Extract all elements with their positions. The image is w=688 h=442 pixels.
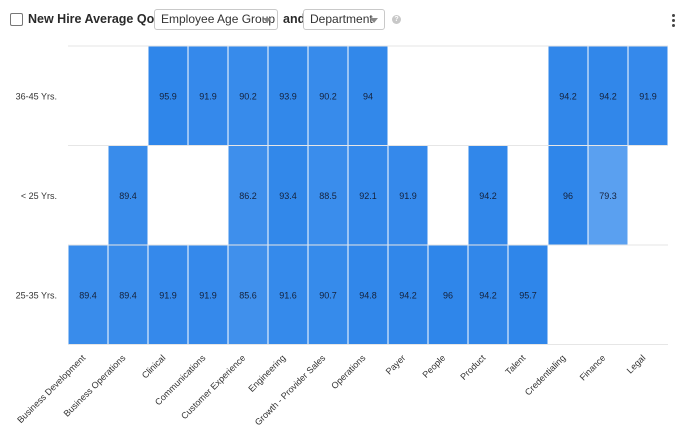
- cell-value-label: 91.9: [159, 290, 177, 300]
- y-tick-label: 25-35 Yrs.: [16, 290, 57, 300]
- x-tick-label: Talent: [503, 353, 527, 377]
- heatmap-cell[interactable]: [588, 46, 628, 146]
- heatmap-cell[interactable]: [428, 245, 468, 345]
- chevron-down-icon: [370, 18, 378, 23]
- heatmap-cell[interactable]: [108, 146, 148, 245]
- heatmap-cell[interactable]: [348, 46, 388, 146]
- group-by-value: Employee Age Group: [161, 12, 276, 26]
- cell-value-label: 79.3: [599, 191, 617, 201]
- heatmap-cell[interactable]: [228, 245, 268, 345]
- chart-title: New Hire Average QoH by: [28, 12, 182, 26]
- cell-value-label: 89.4: [119, 191, 137, 201]
- heatmap-cell[interactable]: [268, 146, 308, 245]
- cell-value-label: 94.8: [359, 290, 377, 300]
- cell-value-label: 94.2: [479, 290, 497, 300]
- heatmap-cell[interactable]: [308, 46, 348, 146]
- x-tick-label: Credentialing: [523, 353, 568, 398]
- heatmap-cell[interactable]: [108, 245, 148, 345]
- heatmap-cell[interactable]: [188, 245, 228, 345]
- heatmap-cell[interactable]: [308, 146, 348, 245]
- kebab-menu-icon[interactable]: [672, 14, 676, 28]
- cell-value-label: 93.4: [279, 191, 297, 201]
- cell-value-label: 93.9: [279, 91, 297, 101]
- heatmap-cell[interactable]: [548, 146, 588, 245]
- heatmap-cell[interactable]: [228, 46, 268, 146]
- cell-value-label: 88.5: [319, 191, 337, 201]
- cell-value-label: 94: [363, 91, 373, 101]
- y-tick-label: < 25 Yrs.: [21, 191, 57, 201]
- x-tick-label: Product: [458, 353, 487, 382]
- chevron-down-icon: [263, 18, 271, 23]
- x-tick-label: Finance: [578, 353, 608, 383]
- heatmap-cell[interactable]: [188, 46, 228, 146]
- heatmap-cell[interactable]: [628, 46, 668, 146]
- heatmap-cell[interactable]: [348, 146, 388, 245]
- cell-value-label: 85.6: [239, 290, 257, 300]
- and-label: and: [283, 12, 306, 26]
- cell-value-label: 94.2: [479, 191, 497, 201]
- cell-value-label: 91.6: [279, 290, 297, 300]
- heatmap-cell[interactable]: [68, 245, 108, 345]
- x-tick-label: Growth - Provider Sales: [253, 352, 328, 427]
- heatmap-cell[interactable]: [148, 46, 188, 146]
- cell-value-label: 91.9: [639, 91, 657, 101]
- cell-value-label: 91.9: [199, 91, 217, 101]
- cell-value-label: 94.2: [559, 91, 577, 101]
- cell-value-label: 96: [563, 191, 573, 201]
- heatmap-cells: 95.9 91.9 90.2 93.9 90.2 94 94.2 94.2 91.9 89.4 86…: [68, 46, 668, 345]
- cell-value-label: 92.1: [359, 191, 377, 201]
- heatmap-cell[interactable]: [548, 46, 588, 146]
- cell-value-label: 96: [443, 290, 453, 300]
- heatmap-cell[interactable]: [388, 146, 428, 245]
- y-axis: 36-45 Yrs. < 25 Yrs. 25-35 Yrs.: [16, 91, 57, 300]
- cell-value-label: 89.4: [119, 290, 137, 300]
- x-tick-label: Engineering: [246, 353, 287, 394]
- heatmap-cell[interactable]: [468, 146, 508, 245]
- cell-value-label: 94.2: [399, 290, 417, 300]
- cell-value-label: 90.2: [239, 91, 257, 101]
- cell-value-label: 94.2: [599, 91, 617, 101]
- heatmap-cell[interactable]: [268, 46, 308, 146]
- x-tick-label: Operations: [329, 352, 368, 391]
- second-group-value: Department: [310, 12, 373, 26]
- cell-value-label: 95.7: [519, 290, 537, 300]
- cell-value-label: 91.9: [399, 191, 417, 201]
- y-tick-label: 36-45 Yrs.: [16, 91, 57, 101]
- cell-value-label: 91.9: [199, 290, 217, 300]
- heatmap-cell[interactable]: [308, 245, 348, 345]
- heatmap-cell[interactable]: [588, 146, 628, 245]
- cell-value-label: 86.2: [239, 191, 257, 201]
- second-group-dropdown[interactable]: Department: [303, 9, 385, 30]
- heatmap-cell[interactable]: [508, 245, 548, 345]
- grid-lines: [68, 45, 668, 345]
- x-tick-label: Payer: [384, 353, 408, 377]
- heatmap-cell[interactable]: [388, 245, 428, 345]
- cell-value-label: 90.2: [319, 91, 337, 101]
- cell-value-label: 89.4: [79, 290, 97, 300]
- heatmap-cell[interactable]: [468, 245, 508, 345]
- chart-header: New Hire Average QoH by Employee Age Gro…: [0, 0, 688, 40]
- heatmap-cell[interactable]: [348, 245, 388, 345]
- x-tick-label: Business Development: [15, 353, 88, 426]
- x-tick-label: Clinical: [140, 353, 168, 381]
- heatmap-cell[interactable]: [228, 146, 268, 245]
- checkbox-icon[interactable]: [10, 13, 23, 26]
- cell-value-label: 95.9: [159, 91, 177, 101]
- group-by-dropdown[interactable]: Employee Age Group: [154, 9, 278, 30]
- heatmap-cell[interactable]: [268, 245, 308, 345]
- x-tick-label: People: [421, 353, 448, 380]
- heatmap-cell[interactable]: [148, 245, 188, 345]
- x-tick-label: Legal: [625, 353, 648, 376]
- cell-value-label: 90.7: [319, 290, 337, 300]
- help-icon[interactable]: ?: [392, 15, 401, 24]
